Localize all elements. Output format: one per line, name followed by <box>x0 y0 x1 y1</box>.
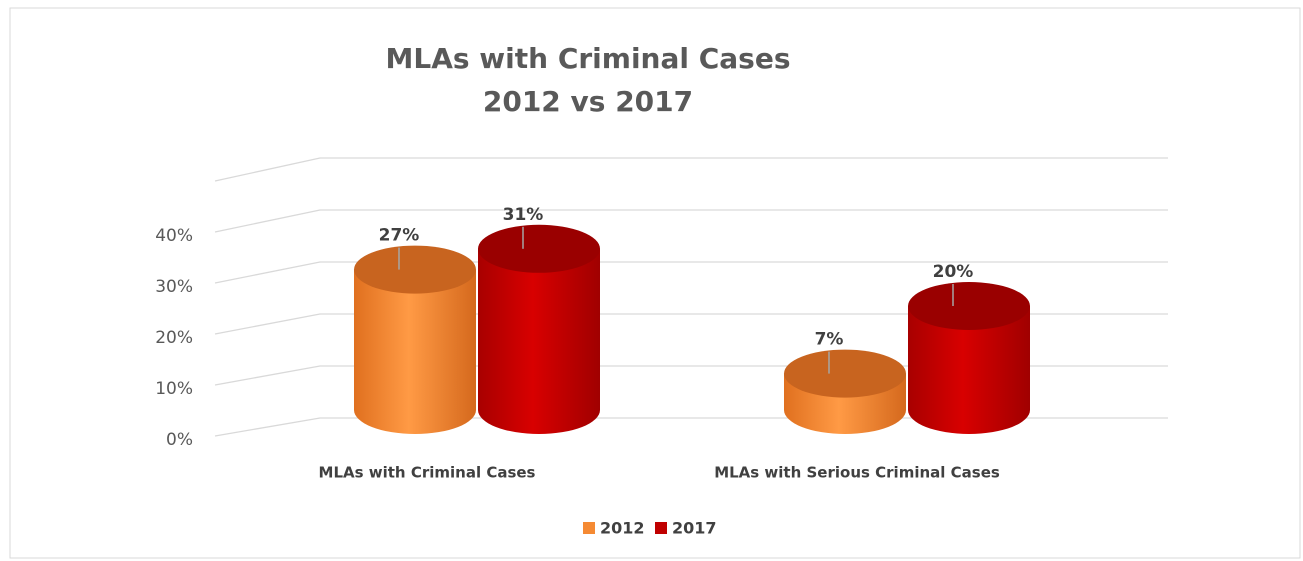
legend-label: 2017 <box>672 519 717 538</box>
data-label: 27% <box>379 226 420 246</box>
chart-title: 2012 vs 2017 <box>483 85 693 118</box>
bar <box>354 269 476 434</box>
legend-swatch <box>655 522 667 534</box>
x-tick-label: MLAs with Serious Criminal Cases <box>714 464 1000 482</box>
legend-swatch <box>583 522 595 534</box>
bar-top <box>354 245 476 294</box>
grid-line <box>214 313 1168 335</box>
y-tick-label: 0% <box>166 430 193 450</box>
bar-top <box>784 349 906 398</box>
y-tick-label: 20% <box>155 328 193 348</box>
y-tick-label: 30% <box>155 277 193 297</box>
y-tick-label: 10% <box>155 379 193 399</box>
data-label: 7% <box>815 330 844 350</box>
bar-top <box>478 224 600 273</box>
x-tick-label: MLAs with Criminal Cases <box>319 464 536 482</box>
grid-line <box>214 261 1168 284</box>
bar <box>908 306 1030 434</box>
bar <box>478 248 600 434</box>
grid-line <box>214 209 1168 233</box>
chart-title: MLAs with Criminal Cases <box>386 42 791 75</box>
legend-label: 2012 <box>600 519 645 538</box>
bar-top <box>908 282 1030 330</box>
grid-line <box>214 157 1168 182</box>
data-label: 31% <box>503 205 544 225</box>
y-tick-label: 40% <box>155 226 193 246</box>
grid-line <box>214 417 1168 437</box>
chart-border <box>9 7 1301 559</box>
data-label: 20% <box>933 262 974 282</box>
